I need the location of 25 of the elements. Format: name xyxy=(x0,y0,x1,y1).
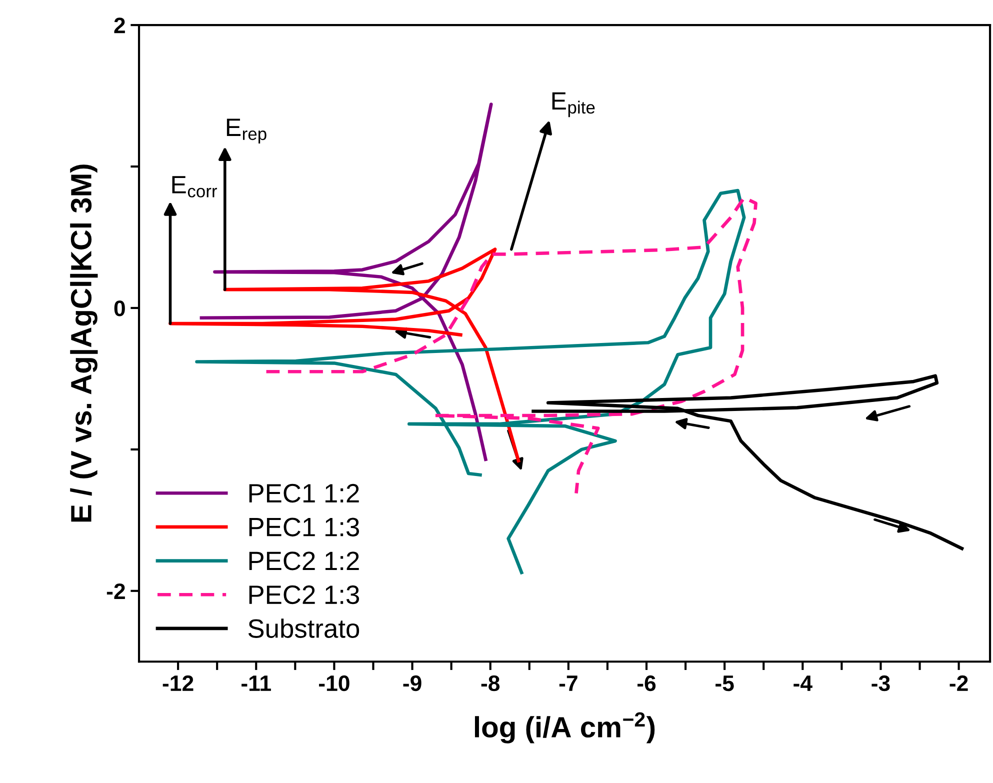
y-tick-label: 2 xyxy=(114,18,125,34)
legend-label: Substrato xyxy=(248,618,360,638)
x-tick-label: -10 xyxy=(319,675,350,692)
y-tick-label: 0 xyxy=(114,300,125,316)
x-tick-label: -5 xyxy=(716,676,734,692)
annotation: E$_{pite}$ xyxy=(552,92,595,118)
x-tick-label: -4 xyxy=(794,676,812,691)
x-tick-label: -12 xyxy=(162,675,194,691)
x-tick-label: -3 xyxy=(872,675,890,692)
x-tick-label: -2 xyxy=(950,675,968,691)
line-series xyxy=(532,374,964,550)
annotation: E$_{rep}$ xyxy=(226,118,266,144)
x-axis-title: log (i/A cm$^{−2}$) xyxy=(474,712,655,744)
legend-label: PEC1 1:3 xyxy=(249,518,360,536)
annotation: E$_{corr}$ xyxy=(172,176,218,198)
legend-label: PEC1 1:2 xyxy=(249,484,359,503)
legend-label: PEC2 1:2 xyxy=(249,552,359,570)
x-tick-label: -6 xyxy=(637,675,656,692)
x-tick-label: -9 xyxy=(403,675,422,692)
y-tick-label: -2 xyxy=(106,583,125,599)
x-tick-label: -8 xyxy=(481,675,500,692)
x-tick-label: -11 xyxy=(242,676,271,691)
y-axis-title: E / (V vs. Ag|AgCl|KCl 3M) xyxy=(70,164,98,522)
x-tick-label: -7 xyxy=(559,676,578,691)
legend-label: PEC2 1:3 xyxy=(249,585,360,604)
